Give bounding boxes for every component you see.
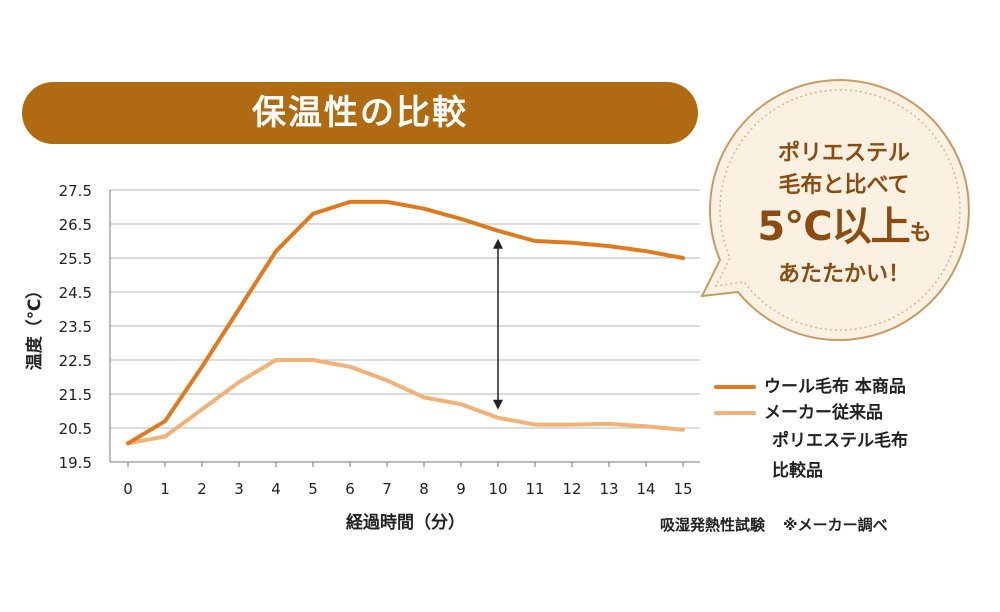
arrow-head-up [493, 238, 503, 249]
bubble-line-1: ポリエステル [777, 141, 910, 166]
speech-bubble [700, 78, 970, 341]
footnote-test: 吸湿発熱性試験 [660, 516, 766, 534]
legend-item-wool: ウール毛布 本商品 [714, 374, 908, 400]
legend-label-polyester-line2: ポリエステル毛布 [772, 431, 908, 451]
x-tick-labels: 0 1 2 3 4 5 6 7 8 9 10 11 12 13 14 15 [123, 480, 692, 498]
x-tick-label: 8 [419, 480, 429, 498]
bubble-line-4: あたたかい！ [777, 262, 910, 287]
y-tick-label: 20.5 [59, 420, 92, 438]
arrow-head-down [493, 399, 503, 410]
title-banner: 保温性の比較 [22, 82, 698, 144]
x-tick-label: 14 [636, 480, 655, 498]
y-axis-label: 温度（℃） [24, 282, 45, 371]
x-tick-label: 3 [234, 480, 244, 498]
series-lines [126, 199, 685, 446]
x-axis-label: 経過時間（分） [346, 512, 465, 533]
x-tick-label: 13 [599, 480, 618, 498]
x-tick-label: 5 [308, 480, 318, 498]
footnote-source: ※メーカー調べ [783, 516, 888, 534]
footnote: 吸湿発熱性試験 ※メーカー調べ [660, 514, 888, 535]
y-tick-label: 22.5 [59, 352, 92, 370]
legend-item-polyester: メーカー従来品 [714, 400, 908, 426]
x-tick-label: 4 [271, 480, 281, 498]
bubble-highlight-suffix: も [909, 221, 932, 246]
bubble-text: ポリエステル 毛布と比べて 5°C以上も あたたかい！ [712, 138, 976, 291]
y-tick-label: 25.5 [59, 250, 92, 268]
y-tick-labels: 19.5 20.5 21.5 22.5 23.5 24.5 25.5 26.5 27.5 [59, 182, 92, 472]
grid-lines [110, 189, 700, 463]
legend-label-polyester-line3: 比較品 [772, 461, 823, 481]
bubble-highlight: 5°C以上 [757, 204, 910, 250]
x-tick-label: 7 [382, 480, 392, 498]
x-tick-label: 12 [562, 480, 581, 498]
series-line-polyester [126, 358, 685, 446]
x-tick-label: 15 [673, 480, 692, 498]
x-tick-label: 10 [488, 480, 507, 498]
series-line-wool [126, 199, 685, 446]
legend-label-polyester: メーカー従来品 [764, 403, 883, 423]
legend-swatch-polyester [714, 411, 756, 415]
x-tick-label: 11 [525, 480, 544, 498]
x-tick-label: 9 [456, 480, 466, 498]
y-tick-label: 19.5 [59, 454, 92, 472]
axes [109, 190, 700, 467]
x-tick-label: 2 [197, 480, 207, 498]
bubble-line-2: 毛布と比べて [778, 173, 910, 198]
legend-label-wool: ウール毛布 本商品 [764, 377, 906, 397]
chart-title: 保温性の比較 [252, 93, 468, 133]
x-tick-label: 0 [123, 480, 133, 498]
y-tick-label: 26.5 [59, 216, 92, 234]
legend: ウール毛布 本商品 メーカー従来品 ポリエステル毛布 比較品 [714, 374, 908, 486]
difference-arrow [493, 238, 503, 410]
x-tick-label: 1 [160, 480, 170, 498]
y-tick-label: 21.5 [59, 386, 92, 404]
y-tick-label: 24.5 [59, 284, 92, 302]
legend-swatch-wool [714, 385, 756, 389]
bubble-line-3: 5°C以上も [712, 202, 976, 259]
x-tick-label: 6 [345, 480, 355, 498]
y-tick-label: 27.5 [59, 182, 92, 200]
y-tick-label: 23.5 [59, 318, 92, 336]
